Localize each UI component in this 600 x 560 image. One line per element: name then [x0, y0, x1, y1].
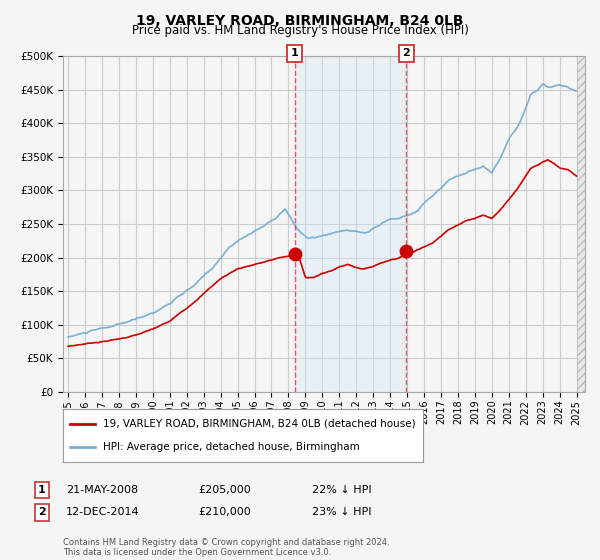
Text: Price paid vs. HM Land Registry's House Price Index (HPI): Price paid vs. HM Land Registry's House …	[131, 24, 469, 36]
Text: 19, VARLEY ROAD, BIRMINGHAM, B24 0LB: 19, VARLEY ROAD, BIRMINGHAM, B24 0LB	[136, 14, 464, 28]
Text: 2: 2	[403, 48, 410, 58]
Text: HPI: Average price, detached house, Birmingham: HPI: Average price, detached house, Birm…	[103, 442, 359, 452]
Text: 23% ↓ HPI: 23% ↓ HPI	[312, 507, 371, 517]
Text: 22% ↓ HPI: 22% ↓ HPI	[312, 485, 371, 495]
Text: 21-MAY-2008: 21-MAY-2008	[66, 485, 138, 495]
Text: £210,000: £210,000	[198, 507, 251, 517]
Text: Contains HM Land Registry data © Crown copyright and database right 2024.
This d: Contains HM Land Registry data © Crown c…	[63, 538, 389, 557]
Text: £205,000: £205,000	[198, 485, 251, 495]
Bar	[295, 56, 406, 392]
Text: 2: 2	[38, 507, 46, 517]
Text: 1: 1	[291, 48, 299, 58]
Polygon shape	[577, 56, 585, 392]
Text: 1: 1	[38, 485, 46, 495]
Text: 12-DEC-2014: 12-DEC-2014	[66, 507, 140, 517]
Text: 19, VARLEY ROAD, BIRMINGHAM, B24 0LB (detached house): 19, VARLEY ROAD, BIRMINGHAM, B24 0LB (de…	[103, 419, 415, 429]
